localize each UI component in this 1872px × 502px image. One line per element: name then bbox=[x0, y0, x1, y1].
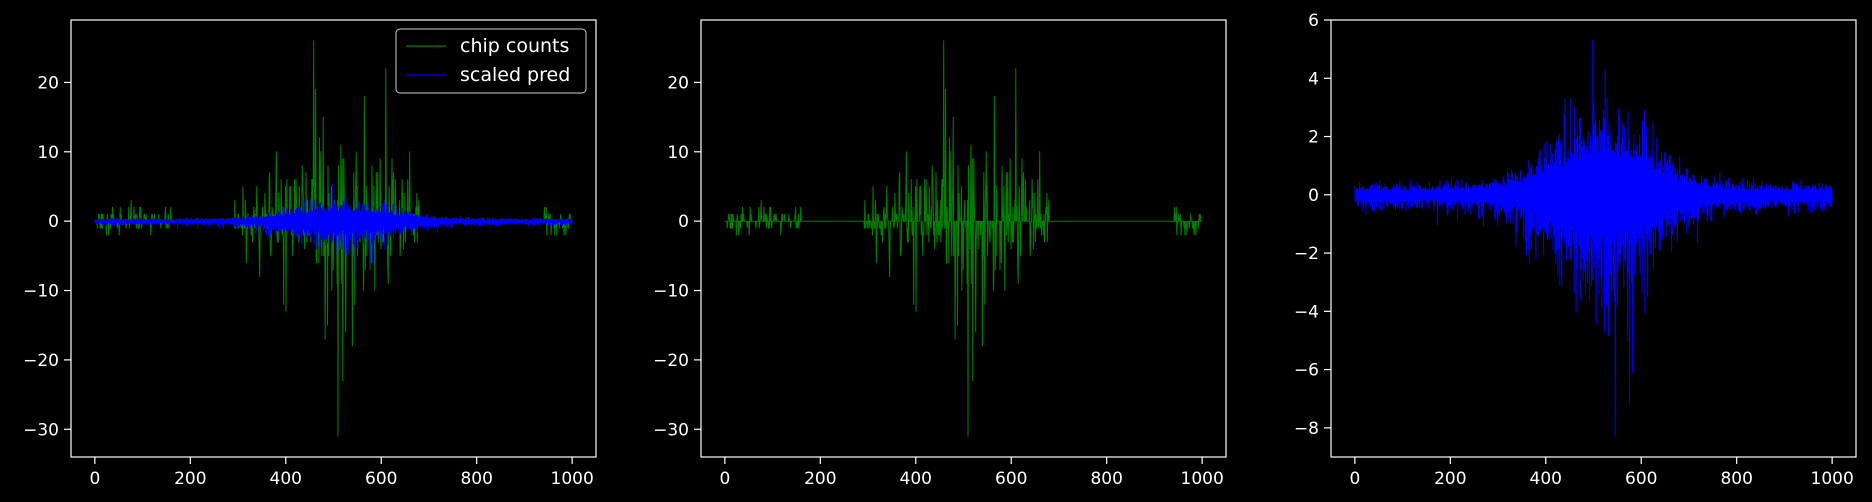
x-tick-label: 0 bbox=[89, 469, 100, 489]
y-tick-label: 10 bbox=[667, 143, 689, 163]
plot-lines bbox=[94, 40, 573, 437]
y-axis: −30 −20 −10 0 10 20 bbox=[653, 73, 701, 440]
chart-panel-scaled-pred: 0 200 400 600 800 1000 −8 −6 −4 −2 0 2 4 6 bbox=[1294, 11, 1857, 489]
y-tick-label: 0 bbox=[678, 212, 689, 232]
x-tick-label: 1000 bbox=[1181, 469, 1224, 489]
x-tick-label: 400 bbox=[900, 469, 932, 489]
chart-panel-combined: 0 200 400 600 800 1000 −30 −20 −10 0 10 20 chip co… bbox=[23, 19, 597, 489]
y-tick-label: −2 bbox=[1294, 244, 1319, 264]
series-line-counts bbox=[724, 40, 1203, 437]
y-tick-label: −20 bbox=[653, 351, 689, 371]
y-tick-label: 6 bbox=[1308, 11, 1319, 31]
x-tick-label: 800 bbox=[1720, 469, 1752, 489]
axes-frame bbox=[700, 19, 1227, 458]
chart-panel-chip-counts: 0 200 400 600 800 1000 −30 −20 −10 0 10 20 bbox=[653, 19, 1227, 489]
y-tick-label: 0 bbox=[48, 212, 59, 232]
axes-frame bbox=[1330, 19, 1857, 458]
x-tick-label: 0 bbox=[719, 469, 730, 489]
y-tick-label: −10 bbox=[23, 282, 59, 302]
y-tick-label: −6 bbox=[1294, 361, 1319, 381]
y-axis: −8 −6 −4 −2 0 2 4 6 bbox=[1294, 11, 1331, 439]
x-tick-label: 800 bbox=[460, 469, 492, 489]
y-tick-label: 2 bbox=[1308, 128, 1319, 148]
y-tick-label: −20 bbox=[23, 351, 59, 371]
plot-lines bbox=[724, 40, 1203, 437]
y-tick-label: −8 bbox=[1294, 419, 1319, 439]
x-tick-label: 200 bbox=[1434, 469, 1466, 489]
x-tick-label: 600 bbox=[1625, 469, 1657, 489]
x-axis: 0 200 400 600 800 1000 bbox=[1349, 457, 1854, 489]
legend: chip counts scaled pred bbox=[395, 28, 587, 94]
y-tick-label: 0 bbox=[1308, 186, 1319, 206]
x-tick-label: 400 bbox=[270, 469, 302, 489]
series-line-pred bbox=[94, 183, 573, 280]
x-tick-label: 600 bbox=[365, 469, 397, 489]
y-tick-label: 4 bbox=[1308, 69, 1319, 89]
y-tick-label: 10 bbox=[37, 143, 59, 163]
y-tick-label: −4 bbox=[1294, 302, 1319, 322]
axes-frame bbox=[70, 19, 597, 458]
x-tick-label: 1000 bbox=[1811, 469, 1854, 489]
y-axis: −30 −20 −10 0 10 20 bbox=[23, 73, 71, 440]
y-tick-label: 20 bbox=[667, 73, 689, 93]
legend-label-chip-counts: chip counts bbox=[460, 35, 569, 57]
x-tick-label: 1000 bbox=[551, 469, 594, 489]
legend-box bbox=[395, 28, 587, 94]
legend-label-scaled-pred: scaled pred bbox=[460, 64, 570, 86]
y-tick-label: −10 bbox=[653, 282, 689, 302]
x-tick-label: 600 bbox=[995, 469, 1027, 489]
series-line-pred bbox=[1354, 39, 1833, 438]
x-tick-label: 400 bbox=[1530, 469, 1562, 489]
y-tick-label: −30 bbox=[23, 420, 59, 440]
x-tick-label: 800 bbox=[1090, 469, 1122, 489]
x-axis: 0 200 400 600 800 1000 bbox=[719, 457, 1224, 489]
y-tick-label: −30 bbox=[653, 420, 689, 440]
x-tick-label: 200 bbox=[804, 469, 836, 489]
x-axis: 0 200 400 600 800 1000 bbox=[89, 457, 594, 489]
y-tick-label: 20 bbox=[37, 73, 59, 93]
x-tick-label: 0 bbox=[1349, 469, 1360, 489]
plot-lines bbox=[1354, 39, 1833, 438]
x-tick-label: 200 bbox=[174, 469, 206, 489]
